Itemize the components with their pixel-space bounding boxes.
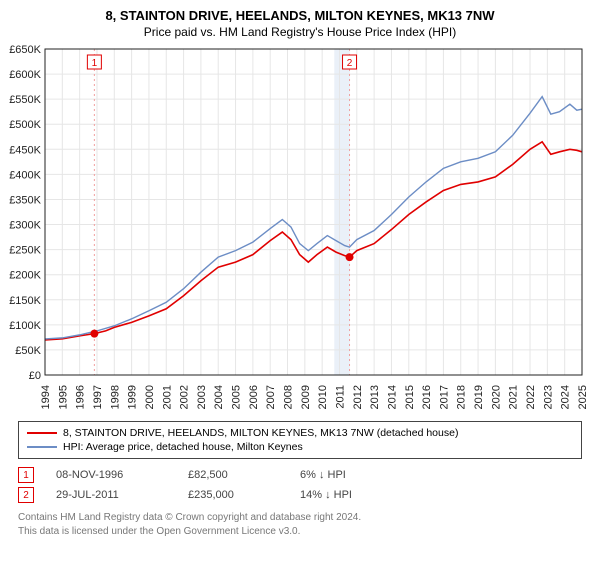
- svg-text:1998: 1998: [109, 385, 121, 409]
- svg-text:1999: 1999: [127, 385, 139, 409]
- legend-swatch: [27, 446, 57, 448]
- svg-text:£600K: £600K: [9, 69, 41, 81]
- svg-text:2002: 2002: [179, 385, 191, 409]
- sale-price: £235,000: [188, 489, 278, 501]
- svg-text:2021: 2021: [508, 385, 520, 409]
- svg-text:£250K: £250K: [9, 245, 41, 257]
- svg-text:2017: 2017: [438, 385, 450, 409]
- svg-text:2023: 2023: [542, 385, 554, 409]
- svg-text:£200K: £200K: [9, 270, 41, 282]
- sales-table: 1 08-NOV-1996 £82,500 6% ↓ HPI 2 29-JUL-…: [18, 465, 582, 505]
- svg-text:£450K: £450K: [9, 144, 41, 156]
- chart-area: £0 £50K £100K £150K £200K £250K £300K £350K £400…: [0, 45, 590, 415]
- footer-line: Contains HM Land Registry data © Crown c…: [18, 511, 582, 525]
- svg-text:2010: 2010: [317, 385, 329, 409]
- svg-text:2009: 2009: [300, 385, 312, 409]
- svg-text:£650K: £650K: [9, 45, 41, 56]
- svg-text:2019: 2019: [473, 385, 485, 409]
- legend-label: 8, STAINTON DRIVE, HEELANDS, MILTON KEYN…: [63, 427, 458, 439]
- svg-text:2005: 2005: [231, 385, 243, 409]
- svg-text:1997: 1997: [92, 385, 104, 409]
- legend-row: 8, STAINTON DRIVE, HEELANDS, MILTON KEYN…: [27, 426, 573, 440]
- svg-text:2015: 2015: [404, 385, 416, 409]
- sale-marker-icon: 2: [18, 487, 34, 503]
- svg-text:2025: 2025: [577, 385, 589, 409]
- svg-text:£150K: £150K: [9, 295, 41, 307]
- svg-text:2008: 2008: [283, 385, 295, 409]
- svg-text:2003: 2003: [196, 385, 208, 409]
- svg-text:2004: 2004: [213, 385, 225, 409]
- footer: Contains HM Land Registry data © Crown c…: [18, 511, 582, 538]
- svg-text:£0: £0: [29, 370, 41, 382]
- svg-text:2007: 2007: [265, 385, 277, 409]
- footer-line: This data is licensed under the Open Gov…: [18, 525, 582, 539]
- svg-text:2014: 2014: [386, 385, 398, 409]
- svg-text:£50K: £50K: [15, 345, 41, 357]
- svg-text:2013: 2013: [369, 385, 381, 409]
- svg-text:2020: 2020: [490, 385, 502, 409]
- chart-subtitle: Price paid vs. HM Land Registry's House …: [0, 25, 600, 39]
- legend-box: 8, STAINTON DRIVE, HEELANDS, MILTON KEYN…: [18, 421, 582, 459]
- svg-text:£350K: £350K: [9, 194, 41, 206]
- sale-delta: 6% ↓ HPI: [300, 469, 346, 481]
- svg-text:1996: 1996: [75, 385, 87, 409]
- svg-text:£500K: £500K: [9, 119, 41, 131]
- svg-text:2011: 2011: [334, 385, 346, 409]
- svg-text:£300K: £300K: [9, 220, 41, 232]
- sale-price: £82,500: [188, 469, 278, 481]
- svg-text:2018: 2018: [456, 385, 468, 409]
- sale-marker-icon: 1: [18, 467, 34, 483]
- svg-text:2012: 2012: [352, 385, 364, 409]
- legend-row: HPI: Average price, detached house, Milt…: [27, 440, 573, 454]
- svg-text:2024: 2024: [560, 385, 572, 409]
- chart-title: 8, STAINTON DRIVE, HEELANDS, MILTON KEYN…: [0, 8, 600, 23]
- svg-text:£100K: £100K: [9, 320, 41, 332]
- sale-row: 2 29-JUL-2011 £235,000 14% ↓ HPI: [18, 485, 582, 505]
- sale-date: 29-JUL-2011: [56, 489, 166, 501]
- svg-text:1995: 1995: [57, 385, 69, 409]
- svg-text:2: 2: [347, 58, 353, 69]
- svg-text:2001: 2001: [161, 385, 173, 409]
- legend-swatch: [27, 432, 57, 434]
- chart-svg: £0 £50K £100K £150K £200K £250K £300K £350K £400…: [0, 45, 590, 415]
- sale-row: 1 08-NOV-1996 £82,500 6% ↓ HPI: [18, 465, 582, 485]
- svg-text:1994: 1994: [40, 385, 52, 409]
- svg-text:2022: 2022: [525, 385, 537, 409]
- sale-delta: 14% ↓ HPI: [300, 489, 352, 501]
- svg-text:1: 1: [92, 58, 98, 69]
- svg-text:2016: 2016: [421, 385, 433, 409]
- legend-label: HPI: Average price, detached house, Milt…: [63, 441, 303, 453]
- sale-date: 08-NOV-1996: [56, 469, 166, 481]
- svg-text:2000: 2000: [144, 385, 156, 409]
- svg-text:£550K: £550K: [9, 94, 41, 106]
- svg-text:£400K: £400K: [9, 169, 41, 181]
- svg-text:2006: 2006: [248, 385, 260, 409]
